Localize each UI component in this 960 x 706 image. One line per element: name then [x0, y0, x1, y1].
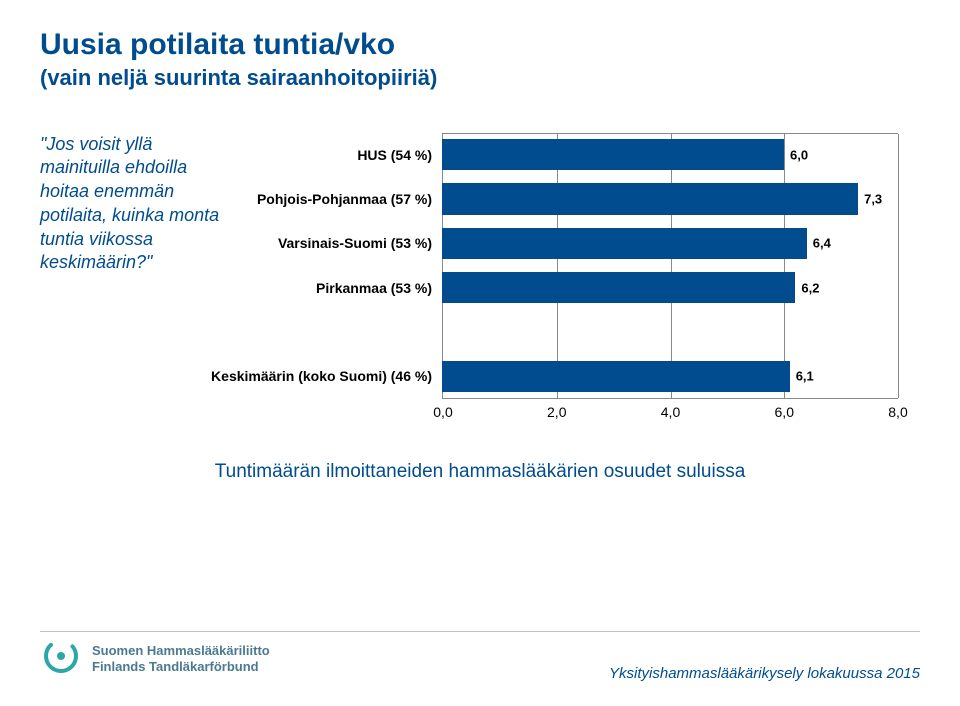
question-text: "Jos voisit yllä mainituilla ehdoilla ho… [40, 133, 220, 276]
logo-text: Suomen Hammaslääkäriliitto Finlands Tand… [92, 643, 270, 674]
bar-label: Pohjois-Pohjanmaa (57 %) [257, 191, 432, 207]
bar-value: 6,1 [796, 369, 814, 384]
slide-subtitle: (vain neljä suurinta sairaanhoitopiiriä) [40, 65, 920, 91]
bar: 7,3 [442, 183, 858, 214]
x-tick-label: 2,0 [547, 404, 566, 420]
bar-row: Pohjois-Pohjanmaa (57 %)7,3 [442, 183, 898, 214]
bar-row: Varsinais-Suomi (53 %)6,4 [442, 228, 898, 259]
bar-row: HUS (54 %)6,0 [442, 139, 898, 170]
question-column: "Jos voisit yllä mainituilla ehdoilla ho… [40, 133, 232, 433]
bar-label: Keskimäärin (koko Suomi) (46 %) [211, 368, 432, 384]
bar-label: Pirkanmaa (53 %) [316, 280, 432, 296]
bar: 6,2 [442, 272, 795, 303]
content-row: "Jos voisit yllä mainituilla ehdoilla ho… [40, 133, 920, 433]
bar: 6,0 [442, 139, 784, 170]
chart-footnote: Tuntimäärän ilmoittaneiden hammaslääkäri… [40, 461, 920, 483]
logo-line-2: Finlands Tandläkarförbund [92, 659, 270, 675]
gridline [898, 134, 899, 398]
bar-value: 6,4 [813, 236, 831, 251]
bar-label: HUS (54 %) [357, 147, 432, 163]
bar: 6,1 [442, 361, 790, 392]
bar-value: 6,2 [801, 280, 819, 295]
bar-row: Pirkanmaa (53 %)6,2 [442, 272, 898, 303]
slide-title: Uusia potilaita tuntia/vko [40, 28, 920, 63]
bar-value: 7,3 [864, 191, 882, 206]
logo-block: Suomen Hammaslääkäriliitto Finlands Tand… [40, 635, 270, 682]
bars-container: HUS (54 %)6,0 Pohjois-Pohjanmaa (57 %)7,3… [442, 133, 898, 399]
x-tick-label: 4,0 [661, 404, 680, 420]
footer: Suomen Hammaslääkäriliitto Finlands Tand… [40, 635, 920, 682]
bar-chart: 0,02,04,06,08,0 HUS (54 %)6,0Pohjois-Poh… [232, 133, 920, 433]
logo-icon [40, 635, 82, 682]
footer-divider [40, 631, 920, 632]
x-tick-label: 6,0 [775, 404, 794, 420]
x-tick-label: 8,0 [888, 404, 907, 420]
bar: 6,4 [442, 228, 807, 259]
x-tick-label: 0,0 [433, 404, 452, 420]
bar-value: 6,0 [790, 147, 808, 162]
chart-column: 0,02,04,06,08,0 HUS (54 %)6,0Pohjois-Poh… [232, 133, 920, 433]
bar-row: Keskimäärin (koko Suomi) (46 %)6,1 [442, 361, 898, 392]
slide-content: Uusia potilaita tuntia/vko (vain neljä s… [0, 0, 960, 483]
source-text: Yksityishammaslääkärikysely lokakuussa 2… [609, 665, 920, 682]
bar-label: Varsinais-Suomi (53 %) [278, 235, 432, 251]
logo-line-1: Suomen Hammaslääkäriliitto [92, 643, 270, 659]
